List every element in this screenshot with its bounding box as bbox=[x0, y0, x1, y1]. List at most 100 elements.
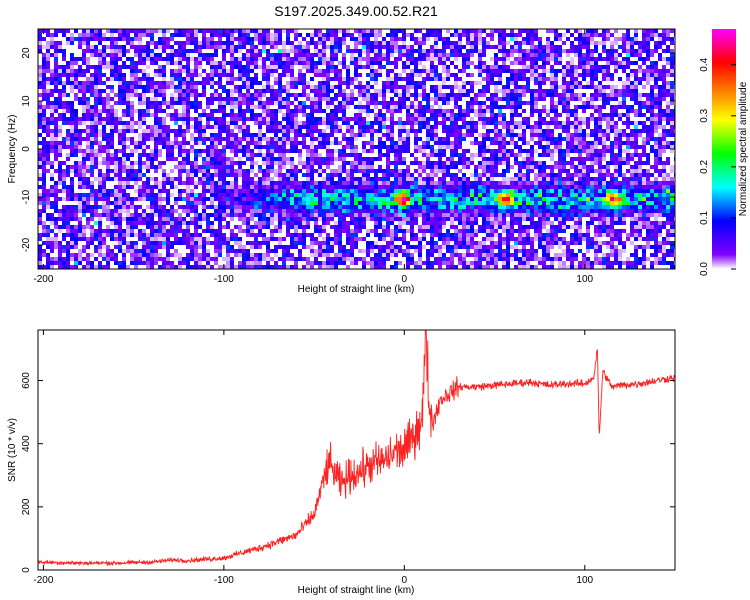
heatmap-cell bbox=[242, 185, 246, 189]
heatmap-cell bbox=[66, 73, 70, 77]
heatmap-cell bbox=[646, 57, 650, 61]
heatmap-cell bbox=[382, 177, 386, 181]
heatmap-cell bbox=[294, 173, 298, 177]
heatmap-cell bbox=[514, 121, 518, 125]
heatmap-cell bbox=[470, 109, 474, 113]
heatmap-cell bbox=[38, 49, 42, 53]
heatmap-cell bbox=[446, 41, 450, 45]
heatmap-cell bbox=[42, 153, 46, 157]
heatmap-cell bbox=[306, 49, 310, 53]
heatmap-cell bbox=[290, 73, 294, 77]
heatmap-cell bbox=[634, 145, 638, 149]
heatmap-cell bbox=[366, 65, 370, 69]
heatmap-cell bbox=[358, 81, 362, 85]
heatmap-cell bbox=[214, 165, 218, 169]
heatmap-cell bbox=[162, 57, 166, 61]
heatmap-cell bbox=[402, 161, 406, 165]
heatmap-cell bbox=[558, 145, 562, 149]
heatmap-cell bbox=[450, 125, 454, 129]
heatmap-cell bbox=[526, 181, 530, 185]
heatmap-cell bbox=[474, 137, 478, 141]
heatmap-cell bbox=[222, 129, 226, 133]
heatmap-cell bbox=[654, 153, 658, 157]
heatmap-cell bbox=[66, 173, 70, 177]
heatmap-cell bbox=[326, 45, 330, 49]
heatmap-cell bbox=[38, 177, 42, 181]
heatmap-cell bbox=[670, 125, 674, 129]
heatmap-cell bbox=[382, 133, 386, 137]
heatmap-cell bbox=[70, 77, 74, 81]
heatmap-cell bbox=[114, 77, 118, 81]
heatmap-cell bbox=[74, 61, 78, 65]
heatmap-cell bbox=[318, 173, 322, 177]
heatmap-cell bbox=[458, 33, 462, 37]
heatmap-cell bbox=[254, 141, 258, 145]
heatmap-cell bbox=[670, 169, 674, 173]
heatmap-cell bbox=[218, 81, 222, 85]
heatmap-cell bbox=[218, 129, 222, 133]
heatmap-cell bbox=[662, 37, 666, 41]
heatmap-cell bbox=[234, 29, 238, 33]
heatmap-cell bbox=[118, 57, 122, 61]
heatmap-cell bbox=[482, 77, 486, 81]
heatmap-cell bbox=[594, 137, 598, 141]
heatmap-cell bbox=[390, 173, 394, 177]
heatmap-cell bbox=[494, 117, 498, 121]
heatmap-cell bbox=[58, 97, 62, 101]
heatmap-cell bbox=[210, 153, 214, 157]
heatmap-cell bbox=[594, 49, 598, 53]
heatmap-cell bbox=[286, 125, 290, 129]
heatmap-cell bbox=[446, 185, 450, 189]
heatmap-cell bbox=[186, 121, 190, 125]
heatmap-cell bbox=[318, 81, 322, 85]
heatmap-cell bbox=[278, 29, 282, 33]
heatmap-cell bbox=[614, 105, 618, 109]
heatmap-cell bbox=[74, 109, 78, 113]
heatmap-cell bbox=[622, 161, 626, 165]
heatmap-cell bbox=[310, 101, 314, 105]
heatmap-cell bbox=[362, 125, 366, 129]
heatmap-cell bbox=[402, 149, 406, 153]
heatmap-cell bbox=[286, 173, 290, 177]
heatmap-cell bbox=[106, 169, 110, 173]
heatmap-cell bbox=[466, 49, 470, 53]
heatmap-cell bbox=[470, 85, 474, 89]
heatmap-cell bbox=[126, 105, 130, 109]
heatmap-cell bbox=[226, 189, 230, 193]
heatmap-cell bbox=[670, 97, 674, 101]
heatmap-cell bbox=[618, 37, 622, 41]
heatmap-cell bbox=[462, 125, 466, 129]
heatmap-cell bbox=[102, 129, 106, 133]
heatmap-cell bbox=[658, 137, 662, 141]
heatmap-cell bbox=[438, 145, 442, 149]
heatmap-cell bbox=[98, 53, 102, 57]
heatmap-cell bbox=[282, 173, 286, 177]
heatmap-cell bbox=[278, 153, 282, 157]
heatmap-cell bbox=[530, 137, 534, 141]
heatmap-cell bbox=[66, 137, 70, 141]
heatmap-cell bbox=[366, 101, 370, 105]
heatmap-cell bbox=[586, 85, 590, 89]
heatmap-cell bbox=[490, 181, 494, 185]
heatmap-cell bbox=[386, 161, 390, 165]
heatmap-cell bbox=[598, 129, 602, 133]
heatmap-cell bbox=[662, 29, 666, 33]
heatmap-cell bbox=[306, 105, 310, 109]
heatmap-cell bbox=[238, 89, 242, 93]
heatmap-cell bbox=[98, 37, 102, 41]
heatmap-cell bbox=[294, 133, 298, 137]
heatmap-cell bbox=[278, 93, 282, 97]
heatmap-cell bbox=[550, 181, 554, 185]
heatmap-cell bbox=[74, 73, 78, 77]
heatmap-cell bbox=[326, 101, 330, 105]
heatmap-cell bbox=[370, 29, 374, 33]
heatmap-cell bbox=[286, 89, 290, 93]
heatmap-cell bbox=[358, 29, 362, 33]
heatmap-cell bbox=[450, 177, 454, 181]
heatmap-cell bbox=[658, 89, 662, 93]
heatmap-cell bbox=[294, 185, 298, 189]
heatmap-cell bbox=[146, 65, 150, 69]
heatmap-cell bbox=[414, 29, 418, 33]
heatmap-cell bbox=[266, 141, 270, 145]
heatmap-cell bbox=[418, 85, 422, 89]
